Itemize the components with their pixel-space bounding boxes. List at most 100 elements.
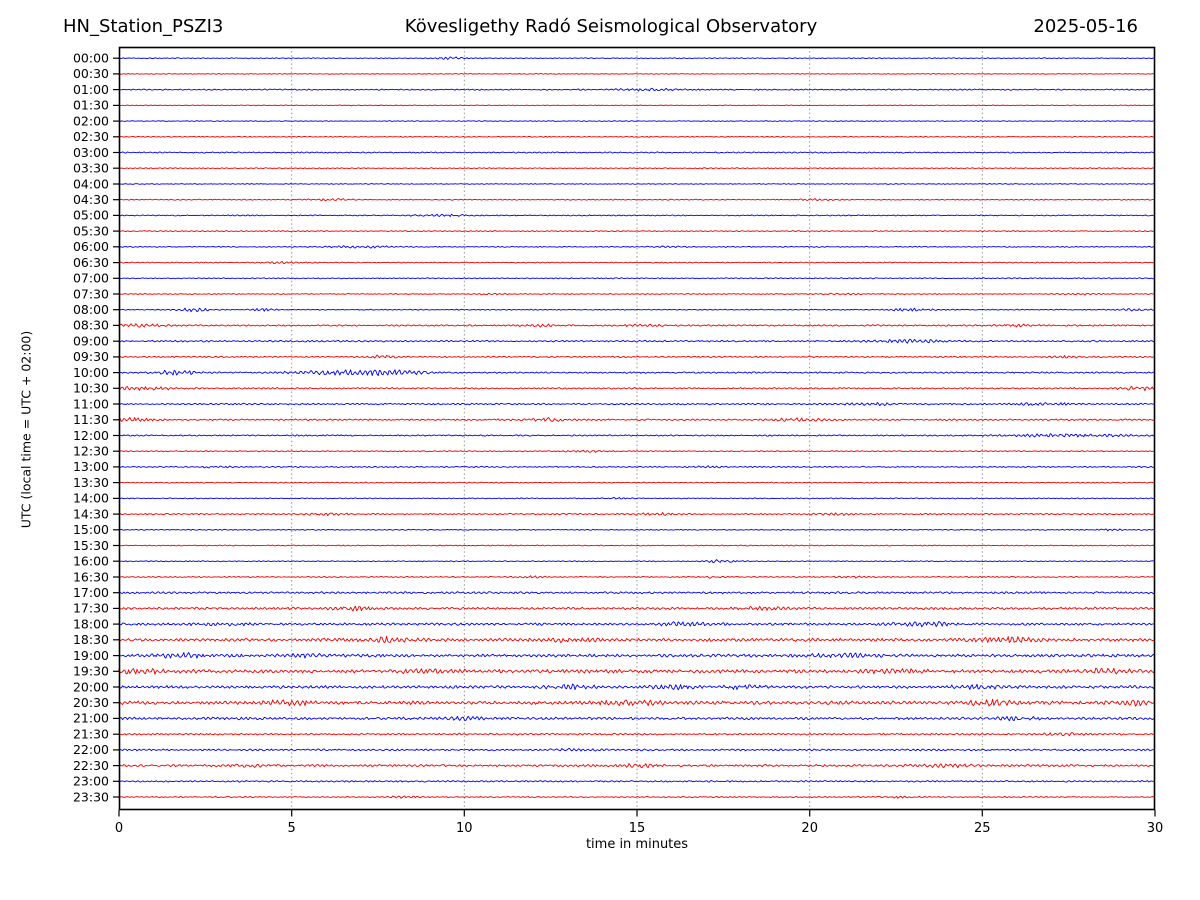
- y-tick-label-22:30: 22:30: [73, 758, 109, 773]
- y-tick-label-10:00: 10:00: [73, 365, 109, 380]
- seismogram-trace-08:00: [118, 307, 1155, 313]
- seismogram-trace-03:00: [118, 151, 1155, 154]
- seismogram-trace-04:00: [118, 183, 1155, 185]
- y-tick-label-02:30: 02:30: [73, 129, 109, 144]
- y-tick-label-20:30: 20:30: [73, 695, 109, 710]
- x-tick-label-30: 30: [1147, 821, 1164, 836]
- y-tick-label-16:00: 16:00: [73, 554, 109, 569]
- seismogram-trace-10:30: [118, 385, 1155, 392]
- seismogram-trace-14:30: [118, 511, 1155, 517]
- observatory-title: Kövesligethy Radó Seismological Observat…: [404, 16, 818, 37]
- y-tick-label-04:00: 04:00: [73, 176, 109, 191]
- seismogram-trace-00:00: [118, 56, 1155, 60]
- y-tick-label-00:00: 00:00: [73, 51, 109, 66]
- y-tick-label-11:00: 11:00: [73, 396, 109, 411]
- y-tick-label-13:00: 13:00: [73, 459, 109, 474]
- x-tick-label-25: 25: [974, 821, 991, 836]
- seismogram-trace-20:00: [118, 683, 1155, 691]
- y-tick-label-07:30: 07:30: [73, 286, 109, 301]
- y-tick-label-01:30: 01:30: [73, 98, 109, 113]
- seismogram-trace-01:30: [118, 104, 1155, 107]
- seismogram-trace-21:30: [118, 732, 1155, 737]
- seismogram-trace-13:00: [118, 465, 1155, 469]
- seismogram-trace-17:30: [118, 605, 1155, 612]
- plot-frame: [118, 46, 1156, 811]
- y-tick-label-23:30: 23:30: [73, 789, 109, 804]
- y-tick-label-19:30: 19:30: [73, 664, 109, 679]
- y-tick-label-18:00: 18:00: [73, 616, 109, 631]
- seismogram-trace-19:30: [118, 667, 1155, 675]
- seismogram-trace-09:30: [118, 354, 1155, 359]
- seismogram-trace-05:00: [118, 213, 1155, 217]
- seismogram-trace-04:30: [118, 198, 1155, 202]
- seismogram-trace-10:00: [118, 369, 1155, 377]
- y-tick-label-00:30: 00:30: [73, 66, 109, 81]
- x-tick-label-0: 0: [115, 821, 123, 836]
- seismogram-trace-01:00: [118, 87, 1155, 92]
- seismogram-trace-06:30: [118, 261, 1155, 265]
- y-tick-label-16:30: 16:30: [73, 569, 109, 584]
- seismogram-trace-12:00: [118, 433, 1155, 438]
- seismogram-trace-22:00: [118, 747, 1155, 752]
- y-tick-label-13:30: 13:30: [73, 475, 109, 490]
- y-tick-label-03:00: 03:00: [73, 145, 109, 160]
- y-tick-label-09:00: 09:00: [73, 334, 109, 349]
- seismogram-trace-14:00: [118, 496, 1155, 500]
- seismogram-trace-23:00: [118, 780, 1155, 783]
- y-tick-label-20:00: 20:00: [73, 679, 109, 694]
- seismogram-trace-19:00: [118, 652, 1155, 659]
- seismogram-trace-22:30: [118, 763, 1155, 769]
- seismogram-trace-06:00: [118, 245, 1155, 249]
- seismogram-trace-23:30: [118, 795, 1155, 799]
- date-title: 2025-05-16: [1033, 16, 1138, 37]
- y-tick-label-17:00: 17:00: [73, 585, 109, 600]
- x-tick-label-10: 10: [456, 821, 473, 836]
- y-tick-label-12:30: 12:30: [73, 444, 109, 459]
- x-axis-label: time in minutes: [585, 837, 689, 852]
- x-tick-label-20: 20: [801, 821, 818, 836]
- y-tick-label-09:30: 09:30: [73, 349, 109, 364]
- y-tick-label-08:00: 08:00: [73, 302, 109, 317]
- y-tick-label-21:00: 21:00: [73, 711, 109, 726]
- seismogram-trace-20:30: [118, 698, 1155, 707]
- y-tick-label-02:00: 02:00: [73, 113, 109, 128]
- seismogram-trace-09:00: [118, 338, 1155, 344]
- y-tick-label-08:30: 08:30: [73, 318, 109, 333]
- y-tick-label-14:30: 14:30: [73, 506, 109, 521]
- seismogram-trace-05:30: [118, 230, 1155, 233]
- y-tick-label-01:00: 01:00: [73, 82, 109, 97]
- seismogram-trace-02:30: [118, 135, 1155, 138]
- seismogram-trace-15:30: [118, 544, 1155, 547]
- seismogram-trace-07:30: [118, 292, 1155, 296]
- y-tick-label-11:30: 11:30: [73, 412, 109, 427]
- seismogram-trace-16:00: [118, 559, 1155, 564]
- y-tick-label-12:00: 12:00: [73, 428, 109, 443]
- y-tick-label-05:00: 05:00: [73, 208, 109, 223]
- y-tick-label-10:30: 10:30: [73, 381, 109, 396]
- seismogram-trace-11:30: [118, 416, 1155, 422]
- seismogram-trace-12:30: [118, 449, 1155, 453]
- seismogram-trace-02:00: [118, 120, 1155, 122]
- y-tick-label-15:00: 15:00: [73, 522, 109, 537]
- y-tick-label-07:00: 07:00: [73, 271, 109, 286]
- y-tick-label-19:00: 19:00: [73, 648, 109, 663]
- seismogram-trace-15:00: [118, 528, 1155, 532]
- y-tick-label-21:30: 21:30: [73, 727, 109, 742]
- seismogram-trace-17:00: [118, 591, 1155, 595]
- y-tick-label-06:00: 06:00: [73, 239, 109, 254]
- seismogram-trace-13:30: [118, 481, 1155, 484]
- seismogram-trace-16:30: [118, 575, 1155, 579]
- x-tick-label-15: 15: [629, 821, 646, 836]
- y-tick-label-04:30: 04:30: [73, 192, 109, 207]
- station-title: HN_Station_PSZI3: [63, 16, 224, 37]
- y-tick-label-06:30: 06:30: [73, 255, 109, 270]
- seismogram-trace-18:00: [118, 621, 1155, 628]
- seismogram-trace-18:30: [118, 635, 1155, 644]
- y-tick-label-14:00: 14:00: [73, 491, 109, 506]
- y-tick-label-17:30: 17:30: [73, 601, 109, 616]
- seismogram-trace-03:30: [118, 167, 1155, 170]
- seismogram-trace-21:00: [118, 715, 1155, 722]
- seismogram-trace-11:00: [118, 402, 1155, 407]
